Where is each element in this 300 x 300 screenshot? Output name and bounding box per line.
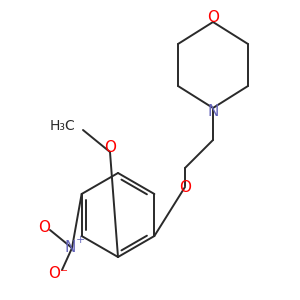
- Text: O: O: [38, 220, 50, 236]
- Text: +: +: [75, 235, 85, 245]
- Text: O: O: [207, 10, 219, 25]
- Text: O: O: [104, 140, 116, 155]
- Text: N: N: [64, 239, 76, 254]
- Text: O: O: [179, 179, 191, 194]
- Text: H₃C: H₃C: [49, 119, 75, 133]
- Text: O⁻: O⁻: [48, 266, 68, 281]
- Text: N: N: [207, 104, 219, 119]
